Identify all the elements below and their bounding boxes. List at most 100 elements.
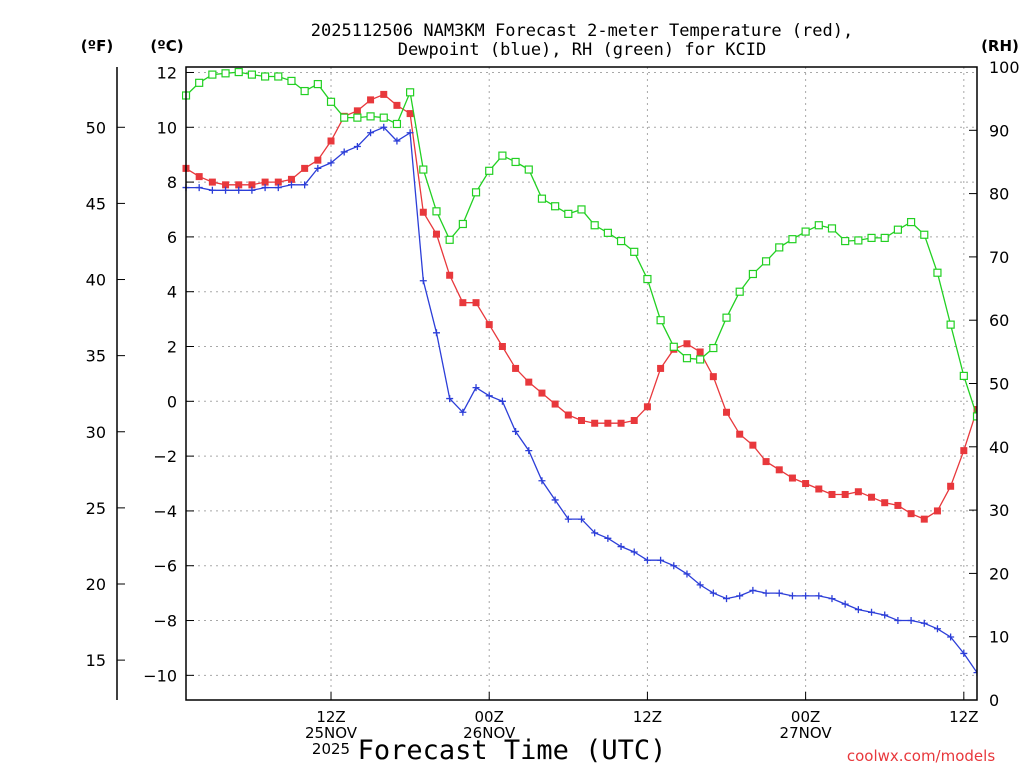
- dewpoint-point: [287, 181, 295, 189]
- x-tick-label: 12Z: [949, 708, 978, 726]
- chart-title-line-1: 2025112506 NAM3KM Forecast 2-meter Tempe…: [311, 21, 853, 41]
- rh-tick-label: 90: [989, 121, 1009, 140]
- rh-tick-label: 70: [989, 248, 1009, 267]
- dewpoint-point: [973, 669, 977, 677]
- dewpoint-point: [617, 543, 625, 551]
- rh-point: [340, 113, 349, 122]
- dewpoint-point: [657, 556, 665, 564]
- dewpoint-point: [762, 589, 770, 597]
- dewpoint-point: [723, 595, 731, 603]
- celsius-tick-label: −2: [153, 447, 177, 466]
- rh-point: [761, 257, 771, 266]
- temperature-point: [485, 321, 493, 329]
- dewpoint-point: [591, 529, 599, 537]
- dewpoint-point: [406, 129, 414, 137]
- plot-frame: [185, 66, 978, 701]
- rh-tick-label: 50: [989, 375, 1009, 394]
- dewpoint-point: [709, 589, 717, 597]
- dewpoint-point: [538, 477, 546, 485]
- dewpoint-point: [367, 129, 375, 137]
- fahrenheit-tick-label: 25: [86, 499, 106, 518]
- temperature-point: [327, 137, 335, 145]
- rh-point: [366, 112, 375, 121]
- temperature-point: [788, 474, 796, 482]
- rh-point: [551, 202, 560, 211]
- series-2: [182, 67, 977, 421]
- temperature-point: [498, 343, 506, 351]
- temperature-point: [854, 488, 862, 496]
- grid-lines: [186, 67, 977, 700]
- dewpoint-point: [696, 581, 704, 589]
- fahrenheit-tick-label: 40: [86, 271, 106, 290]
- temperature-point: [353, 107, 361, 115]
- rh-point: [603, 228, 612, 237]
- dewpoint-point: [459, 408, 467, 416]
- credit-label: coolwx.com/models: [847, 747, 995, 765]
- dewpoint-point: [512, 427, 520, 435]
- series-layer: [182, 67, 977, 677]
- rh-point: [564, 209, 573, 218]
- rh-point: [827, 224, 837, 233]
- rh-point: [458, 219, 467, 229]
- fahrenheit-tick-label: 15: [86, 651, 106, 670]
- dewpoint-point: [683, 570, 691, 578]
- x-tick-label: 27NOV: [780, 724, 833, 742]
- rh-point: [880, 233, 889, 243]
- dewpoint-point: [419, 277, 427, 285]
- dewpoint-point: [446, 395, 454, 403]
- rh-tick-label: 100: [989, 58, 1020, 77]
- rh-point: [247, 70, 257, 79]
- temperature-point: [235, 181, 243, 189]
- temperature-point: [894, 501, 902, 509]
- temperature-point: [301, 164, 309, 172]
- rh-point: [669, 342, 678, 351]
- temperature-point: [683, 340, 691, 348]
- rh-point: [471, 188, 481, 197]
- rh-point: [234, 67, 243, 77]
- rh-point: [630, 247, 639, 256]
- temperature-point: [459, 299, 467, 307]
- dewpoint-point: [802, 592, 810, 600]
- temperature-point: [802, 480, 810, 488]
- rh-point: [419, 165, 428, 174]
- temperature-point: [657, 364, 665, 372]
- celsius-tick-label: 6: [167, 228, 177, 247]
- dewpoint-point: [643, 556, 651, 564]
- dewpoint-point: [235, 186, 243, 194]
- temperature-point: [933, 507, 941, 515]
- rh-point: [498, 151, 507, 160]
- temperature-point: [947, 482, 955, 490]
- temperature-point: [419, 208, 427, 216]
- rh-point: [616, 236, 626, 246]
- dewpoint-point: [947, 633, 955, 641]
- x-tick-label: 12Z: [316, 708, 345, 726]
- rh-point: [485, 166, 494, 175]
- fahrenheit-tick-label: 35: [86, 347, 106, 366]
- temperature-point: [195, 173, 203, 181]
- axes: 121086420−2−4−6−8−1050454035302520151009…: [86, 58, 1020, 758]
- dewpoint-point: [261, 184, 269, 192]
- rh-point: [537, 194, 547, 203]
- rh-point: [722, 313, 731, 322]
- dewpoint-point: [868, 608, 876, 616]
- dewpoint-point: [630, 548, 638, 556]
- rh-unit-label: (RH): [981, 37, 1019, 55]
- rh-point: [353, 113, 362, 122]
- rh-point: [524, 165, 533, 174]
- dewpoint-point: [564, 515, 572, 523]
- rh-point: [208, 70, 217, 79]
- rh-point: [867, 233, 876, 243]
- dewpoint-point: [525, 447, 533, 455]
- temperature-point: [749, 441, 757, 449]
- dewpoint-point: [670, 562, 678, 570]
- rh-point: [933, 268, 942, 277]
- series-line: [185, 93, 977, 520]
- rh-point: [445, 235, 454, 244]
- rh-point: [274, 72, 283, 81]
- dewpoint-point: [775, 589, 783, 597]
- rh-point: [735, 287, 744, 296]
- rh-tick-label: 40: [989, 438, 1009, 457]
- rh-tick-label: 0: [989, 691, 999, 710]
- dewpoint-point: [841, 600, 849, 608]
